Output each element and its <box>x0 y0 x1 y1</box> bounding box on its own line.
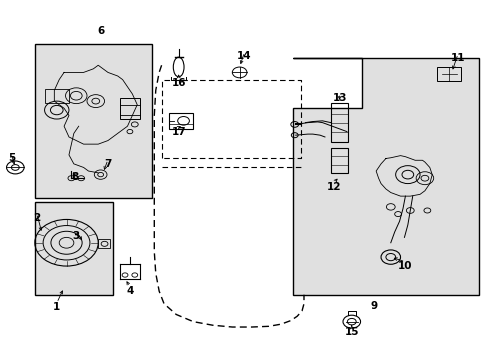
Polygon shape <box>293 58 478 295</box>
Text: 2: 2 <box>33 213 41 222</box>
Text: 7: 7 <box>104 159 111 169</box>
Text: 6: 6 <box>97 26 104 36</box>
Bar <box>35 44 152 198</box>
Bar <box>98 239 110 248</box>
Text: 14: 14 <box>237 51 251 61</box>
Text: 10: 10 <box>397 261 412 271</box>
Text: 4: 4 <box>126 286 133 296</box>
Bar <box>168 113 193 129</box>
Text: 11: 11 <box>450 53 465 63</box>
Text: 3: 3 <box>73 231 80 240</box>
Text: 9: 9 <box>369 301 377 311</box>
Text: 5: 5 <box>8 153 15 163</box>
Bar <box>35 202 113 295</box>
Text: 16: 16 <box>171 78 185 88</box>
Text: 13: 13 <box>332 93 346 103</box>
Text: 15: 15 <box>344 327 358 337</box>
Text: 1: 1 <box>53 302 61 312</box>
Bar <box>436 67 461 81</box>
Bar <box>120 98 140 119</box>
Bar <box>330 148 347 173</box>
Bar <box>44 89 69 103</box>
Bar <box>330 103 347 142</box>
Text: 12: 12 <box>326 182 340 192</box>
Text: 17: 17 <box>171 127 185 136</box>
Text: 8: 8 <box>71 172 78 182</box>
